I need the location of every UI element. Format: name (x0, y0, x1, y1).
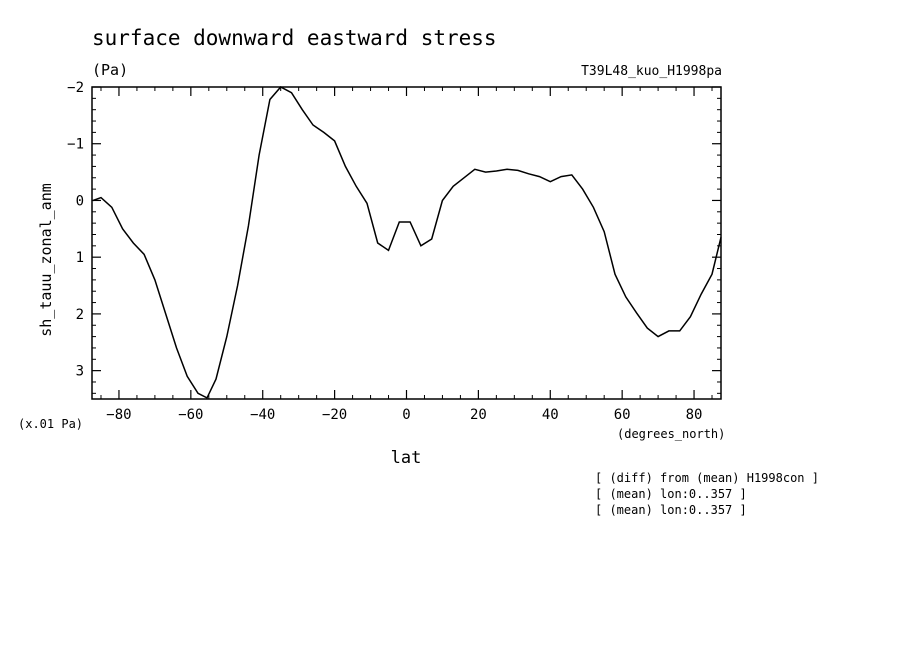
y-scale-note: (x.01 Pa) (18, 417, 83, 431)
x-axis-units: (degrees_north) (617, 427, 725, 441)
plot-frame (91, 86, 722, 400)
y-tick-label: 0 (76, 193, 84, 209)
x-tick-label: 20 (470, 407, 487, 423)
y-tick-label: −1 (67, 137, 84, 153)
y-tick-labels: −2 −1 0 1 2 3 (67, 80, 84, 380)
tick-marks (92, 86, 721, 399)
x-axis-label: lat (391, 448, 422, 468)
y-tick-label: 1 (76, 250, 84, 266)
series-line (92, 86, 722, 399)
plot-axes (91, 86, 722, 400)
x-tick-label: 80 (686, 407, 703, 423)
y-axis-label: sh_tauu_zonal_anm (37, 183, 55, 337)
note-line-1: [ (diff) from (mean) H1998con ] (595, 471, 819, 485)
x-tick-label: −80 (106, 407, 131, 423)
x-tick-label: −40 (250, 407, 275, 423)
x-tick-label: 40 (542, 407, 559, 423)
x-tick-label: −60 (178, 407, 203, 423)
y-tick-label: −2 (67, 80, 84, 96)
x-tick-label: 60 (614, 407, 631, 423)
chart-units: (Pa) (92, 61, 128, 79)
x-tick-label: 0 (402, 407, 410, 423)
note-line-2: [ (mean) lon:0..357 ] (595, 487, 747, 501)
x-tick-label: −20 (322, 407, 347, 423)
x-tick-labels: −80 −60 −40 −20 0 20 40 60 80 (106, 407, 702, 423)
run-label: T39L48_kuo_H1998pa (581, 64, 722, 79)
chart-title: surface downward eastward stress (92, 26, 497, 50)
y-tick-label: 3 (76, 364, 84, 380)
note-line-3: [ (mean) lon:0..357 ] (595, 503, 747, 517)
y-tick-label: 2 (76, 307, 84, 323)
